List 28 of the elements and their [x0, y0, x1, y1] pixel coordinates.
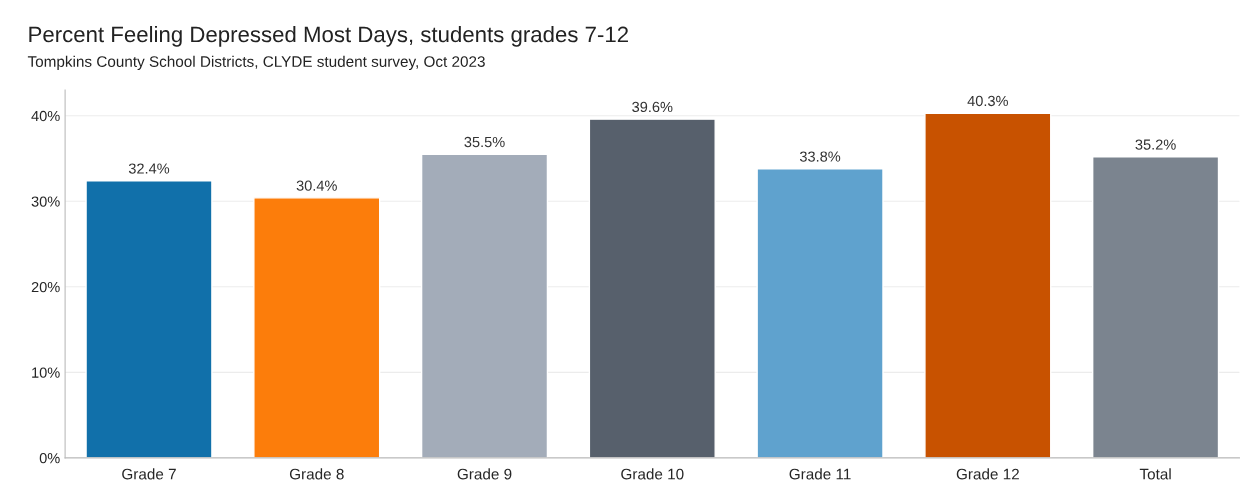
y-tick-label: 10%	[32, 367, 60, 378]
chart-subtitle: Tompkins County School Districts, CLYDE student survey, Oct 2023	[27, 55, 485, 70]
x-tick-label: Grade 12	[956, 468, 1019, 480]
y-tick-label: 40%	[31, 110, 60, 122]
data-label: 39.6%	[632, 101, 673, 113]
x-tick-label: Grade 10	[621, 468, 684, 480]
x-tick-label: Total	[1139, 468, 1171, 480]
x-tick-label: Grade 11	[789, 468, 851, 480]
bar	[85, 180, 213, 458]
y-tick-label: 30%	[31, 196, 60, 207]
y-tick-label: 20%	[31, 281, 60, 293]
data-label: 33.8%	[799, 151, 841, 162]
bar	[588, 118, 716, 458]
bar	[420, 153, 549, 458]
data-label: 35.5%	[464, 136, 505, 148]
data-label: 30.4%	[296, 180, 337, 191]
chart-title: Percent Feeling Depressed Most Days, students grades 7-12	[29, 25, 628, 47]
bar	[756, 168, 884, 458]
y-tick-label: 0%	[39, 452, 60, 464]
data-label: 35.2%	[1135, 139, 1176, 150]
bar	[253, 197, 381, 458]
bar	[924, 112, 1052, 458]
data-label: 40.3%	[967, 95, 1008, 107]
bar	[1091, 156, 1220, 458]
x-tick-label: Grade 7	[122, 468, 176, 480]
x-tick-label: Grade 9	[457, 468, 512, 480]
data-label: 32.4%	[128, 163, 170, 174]
x-tick-label: Grade 8	[289, 468, 344, 480]
